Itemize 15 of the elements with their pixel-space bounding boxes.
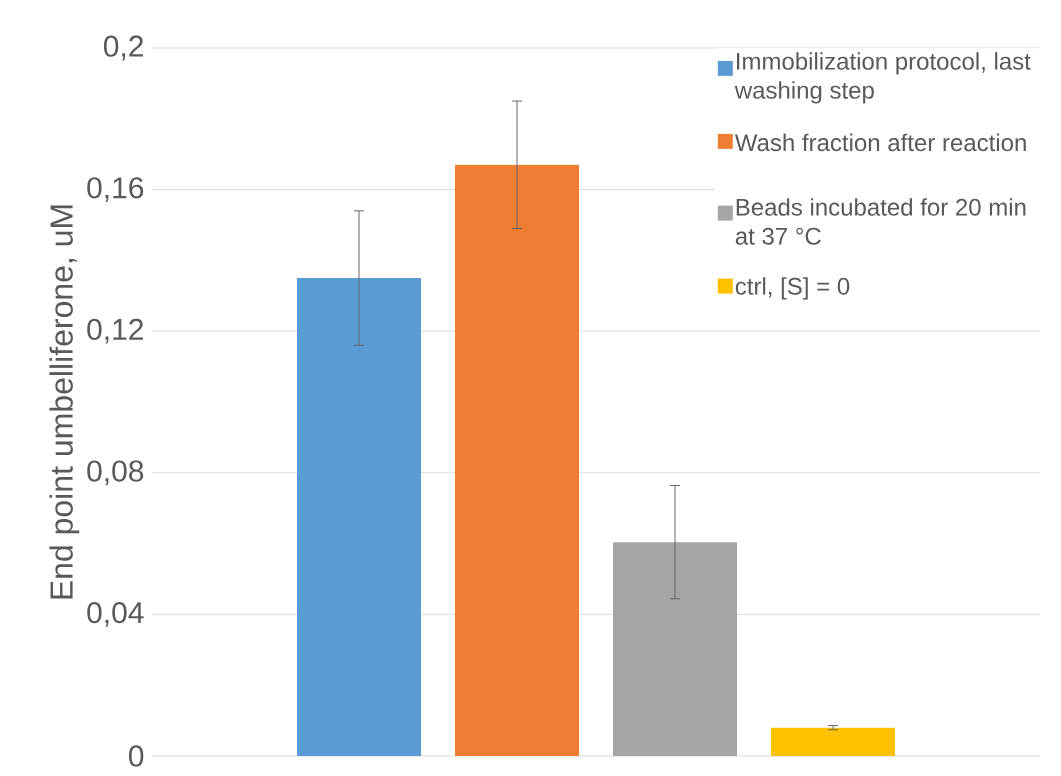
bar — [297, 278, 421, 756]
legend-label: Wash fraction after reaction — [734, 133, 1026, 152]
bar — [771, 727, 895, 756]
bar — [613, 542, 737, 756]
y-tick-label: 0,04 — [87, 601, 144, 627]
y-tick-label: 0,2 — [103, 35, 143, 61]
y-tick-label: 0,08 — [87, 460, 144, 486]
y-tick-label: 0,12 — [87, 318, 143, 344]
legend-label: Beads incubated for 20 min at 37 °C — [735, 198, 1026, 245]
legend-label: Immobilization protocol, last washing step — [734, 52, 1031, 104]
bar — [455, 164, 579, 756]
y-tick-label: 0 — [128, 745, 144, 767]
y-tick-label: 0,16 — [87, 177, 144, 202]
legend-label: ctrl, [S] = 0 — [735, 277, 850, 300]
y-axis-title: End point umbelliferone, uM — [49, 205, 80, 599]
